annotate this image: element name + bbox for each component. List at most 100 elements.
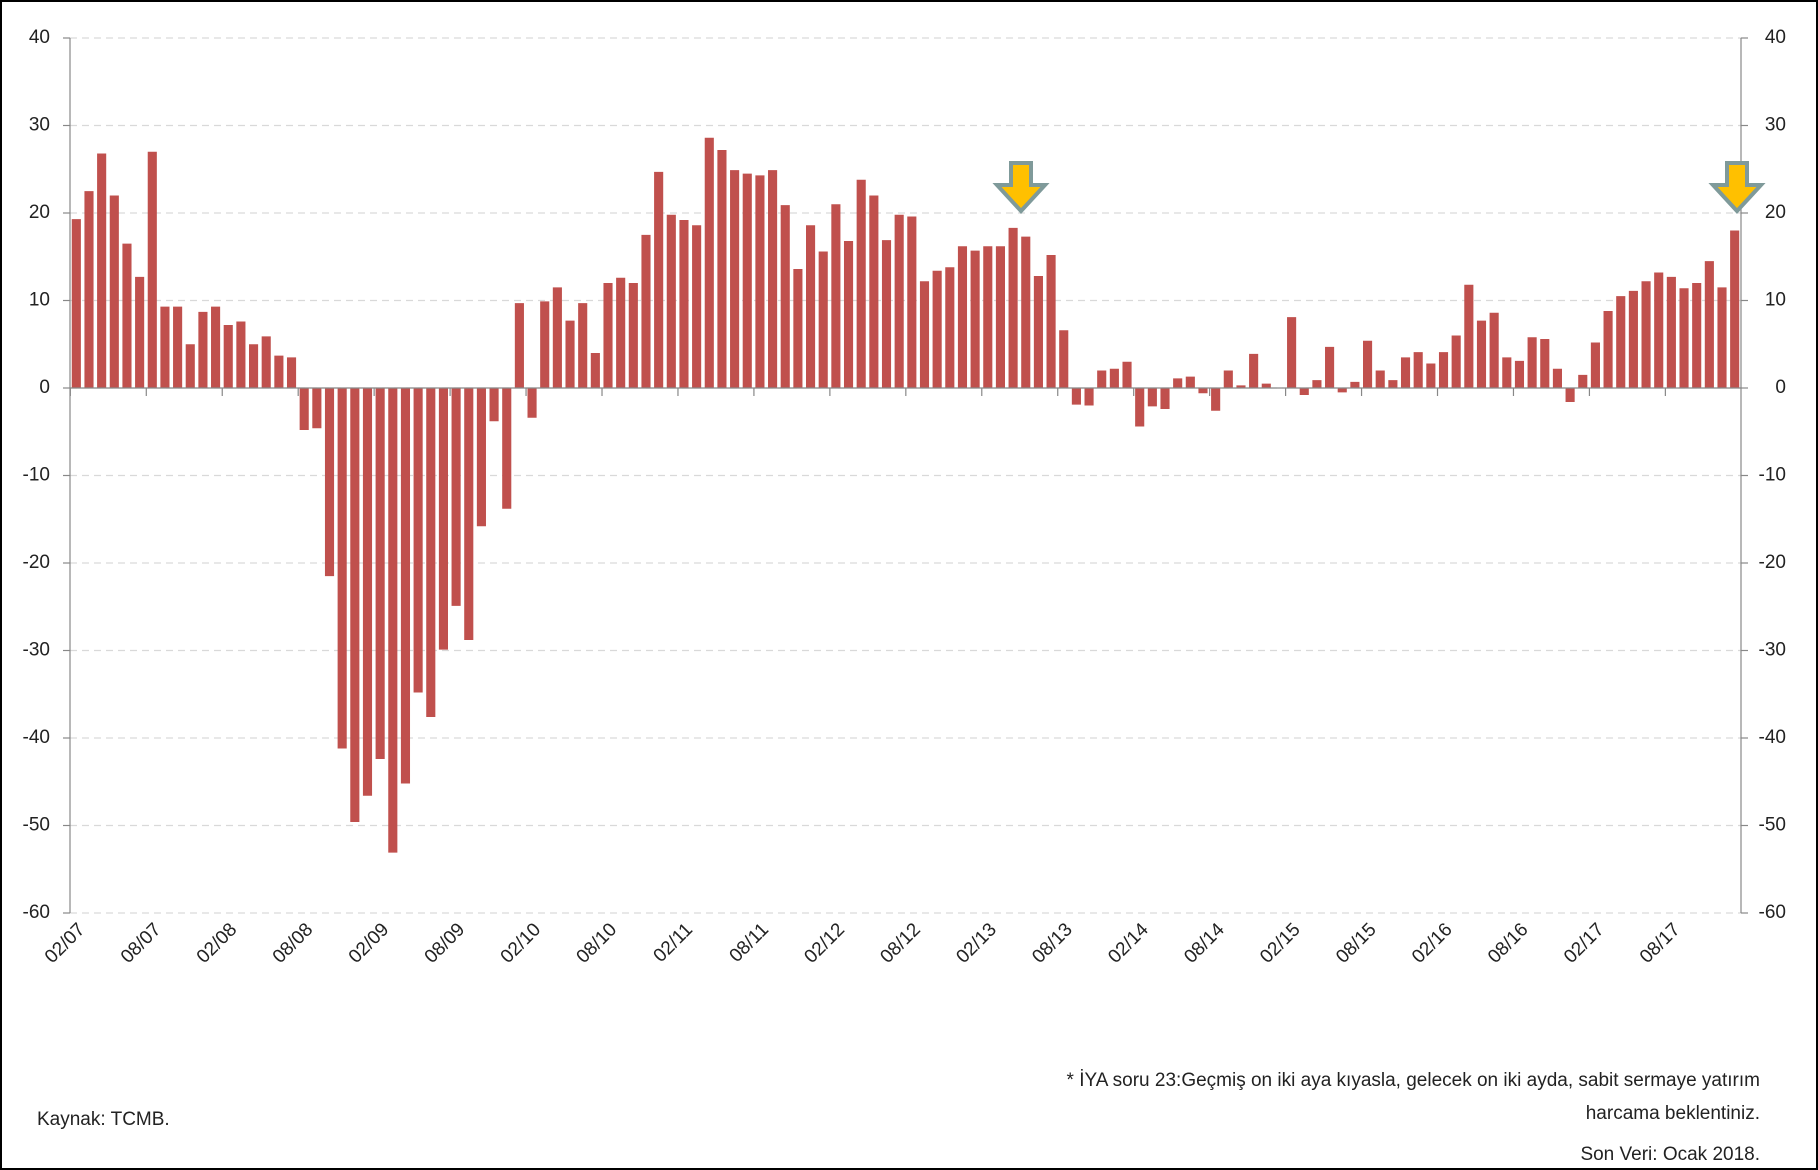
bar xyxy=(768,170,778,388)
bar xyxy=(805,225,816,388)
bar xyxy=(932,270,942,388)
bar xyxy=(451,388,461,606)
bar xyxy=(704,137,714,388)
bar xyxy=(388,388,398,853)
bar xyxy=(1464,284,1474,388)
bar xyxy=(565,320,575,388)
bar xyxy=(831,204,841,388)
x-tick-label: 02/15 xyxy=(1256,919,1304,967)
bar xyxy=(71,219,81,388)
last-data-note: Son Veri: Ocak 2018. xyxy=(1580,1144,1760,1165)
bar xyxy=(1337,388,1347,393)
bar xyxy=(324,388,335,577)
bar xyxy=(400,388,411,784)
bar xyxy=(274,355,284,388)
x-tick-label: 08/16 xyxy=(1484,919,1532,967)
bar xyxy=(1641,281,1651,388)
bar xyxy=(502,388,512,509)
bar xyxy=(514,303,524,388)
bar xyxy=(907,216,917,388)
x-tick-label: 08/15 xyxy=(1332,919,1380,967)
bar xyxy=(438,388,449,650)
bar xyxy=(1413,352,1423,388)
x-tick-label: 02/10 xyxy=(497,919,545,967)
bar xyxy=(97,153,107,388)
y-tick-label: -60 xyxy=(23,902,50,923)
bar xyxy=(755,175,765,388)
bar xyxy=(160,306,170,388)
bar xyxy=(1249,353,1259,388)
x-tick-label: 02/11 xyxy=(650,919,697,966)
source-note: Kaynak: TCMB. xyxy=(37,1109,170,1130)
y-tick-label: 0 xyxy=(39,377,50,398)
y2-tick-label: 30 xyxy=(1765,115,1786,136)
bar xyxy=(122,243,132,388)
bar xyxy=(1704,261,1714,388)
bar xyxy=(869,195,879,388)
bar xyxy=(628,283,638,388)
bar xyxy=(1565,388,1575,402)
bar xyxy=(1362,340,1373,388)
bar xyxy=(881,240,892,388)
bar xyxy=(464,388,474,640)
bar xyxy=(1489,312,1499,388)
bar xyxy=(957,246,968,388)
bar xyxy=(1400,357,1411,388)
bar xyxy=(540,301,550,388)
y-tick-label: 30 xyxy=(29,115,50,136)
bar xyxy=(1540,339,1550,388)
x-tick-label: 02/12 xyxy=(800,919,848,967)
bar xyxy=(489,388,499,422)
bar xyxy=(1603,311,1613,388)
bar xyxy=(666,214,676,388)
bar xyxy=(185,344,195,388)
bar xyxy=(717,150,727,388)
bar xyxy=(818,251,828,388)
bar xyxy=(413,388,423,693)
bar xyxy=(135,276,145,388)
bar xyxy=(578,303,588,388)
bar xyxy=(983,246,993,388)
bar xyxy=(1552,368,1563,388)
bar xyxy=(1692,283,1702,388)
x-tick-label: 08/14 xyxy=(1180,919,1229,968)
bar xyxy=(1616,296,1626,388)
bar xyxy=(919,281,930,388)
bar xyxy=(1147,388,1157,407)
bar xyxy=(1578,374,1588,388)
bar xyxy=(692,225,702,388)
bar xyxy=(1097,370,1107,388)
bar xyxy=(312,388,322,429)
bar xyxy=(1666,276,1676,388)
bar xyxy=(679,220,689,388)
y-tick-label: -20 xyxy=(23,552,50,573)
y-tick-label: -40 xyxy=(23,727,50,748)
bar xyxy=(1071,388,1081,405)
bar xyxy=(1388,380,1398,388)
bar xyxy=(84,191,94,388)
bar xyxy=(616,277,626,388)
bar xyxy=(248,344,259,388)
bar xyxy=(1438,352,1449,388)
bar xyxy=(223,325,233,388)
bar xyxy=(1502,357,1512,388)
bar xyxy=(261,336,271,388)
bar xyxy=(1451,335,1461,388)
bar xyxy=(945,267,955,388)
y-tick-label: 40 xyxy=(29,27,50,48)
x-tick-label: 08/12 xyxy=(876,919,924,967)
bar xyxy=(1299,388,1309,395)
x-tick-label: 02/14 xyxy=(1104,919,1153,968)
bar xyxy=(337,388,347,749)
bar xyxy=(856,179,866,388)
bar xyxy=(1008,227,1018,388)
x-tick-label: 08/10 xyxy=(573,919,621,967)
x-tick-label: 08/07 xyxy=(117,919,165,967)
bar xyxy=(894,214,904,388)
y2-tick-label: 0 xyxy=(1775,377,1786,398)
y-tick-label: 10 xyxy=(29,290,50,311)
bar xyxy=(1211,388,1221,411)
bar xyxy=(742,173,752,388)
